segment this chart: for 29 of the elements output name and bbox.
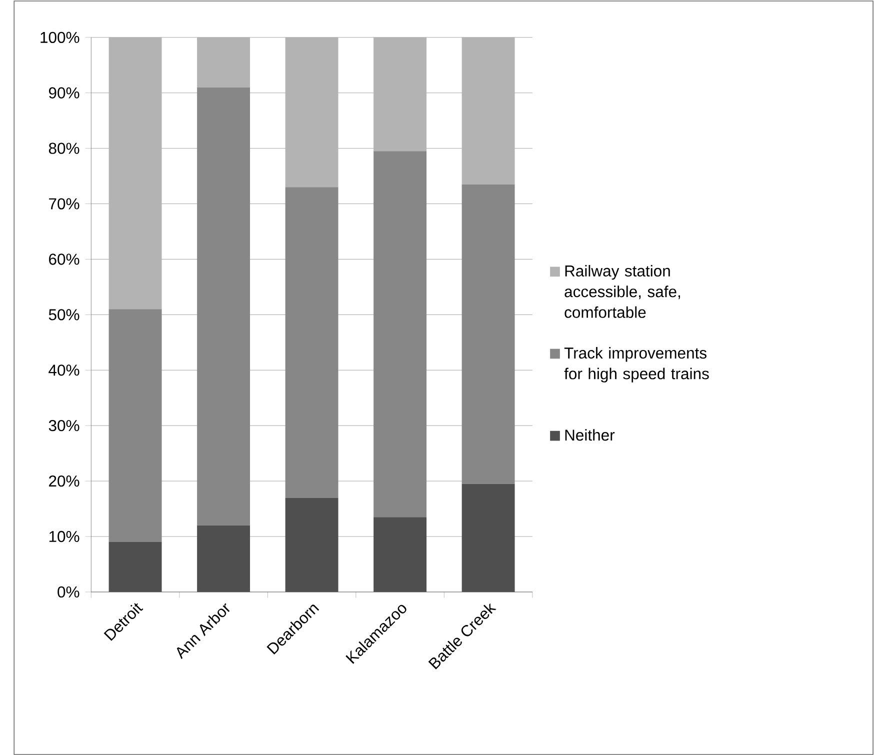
y-tick-label: 100%: [40, 32, 80, 43]
bar: [197, 525, 250, 592]
legend-label: Neither: [565, 428, 615, 440]
bar: [374, 150, 427, 517]
legend-label: Railway station accessible, safe, comfortable: [564, 264, 680, 318]
bar: [462, 37, 515, 184]
y-tick-label: 60%: [49, 253, 80, 265]
legend-label: Track improvements for high speed trains: [564, 346, 709, 382]
y-tick-label: 30%: [48, 420, 80, 431]
y-tick-label: 10%: [49, 530, 80, 542]
y-tick-label: 70%: [49, 198, 80, 210]
bar: [374, 516, 427, 592]
bar: [197, 87, 250, 526]
bar: [462, 184, 515, 484]
bar: [108, 37, 162, 309]
y-tick-label: 50%: [48, 308, 80, 320]
bar: [285, 37, 338, 187]
y-tick-label: 0%: [58, 586, 80, 598]
bar: [108, 542, 162, 592]
bar: [108, 308, 162, 542]
y-tick-label: 40%: [48, 364, 80, 376]
y-tick-label: 80%: [48, 142, 80, 154]
bar: [285, 186, 338, 498]
bar: [462, 484, 515, 592]
y-tick-label: 20%: [49, 475, 80, 486]
bar: [285, 497, 338, 592]
bar: [374, 37, 427, 151]
y-tick-label: 90%: [48, 87, 80, 98]
bar: [197, 37, 250, 88]
